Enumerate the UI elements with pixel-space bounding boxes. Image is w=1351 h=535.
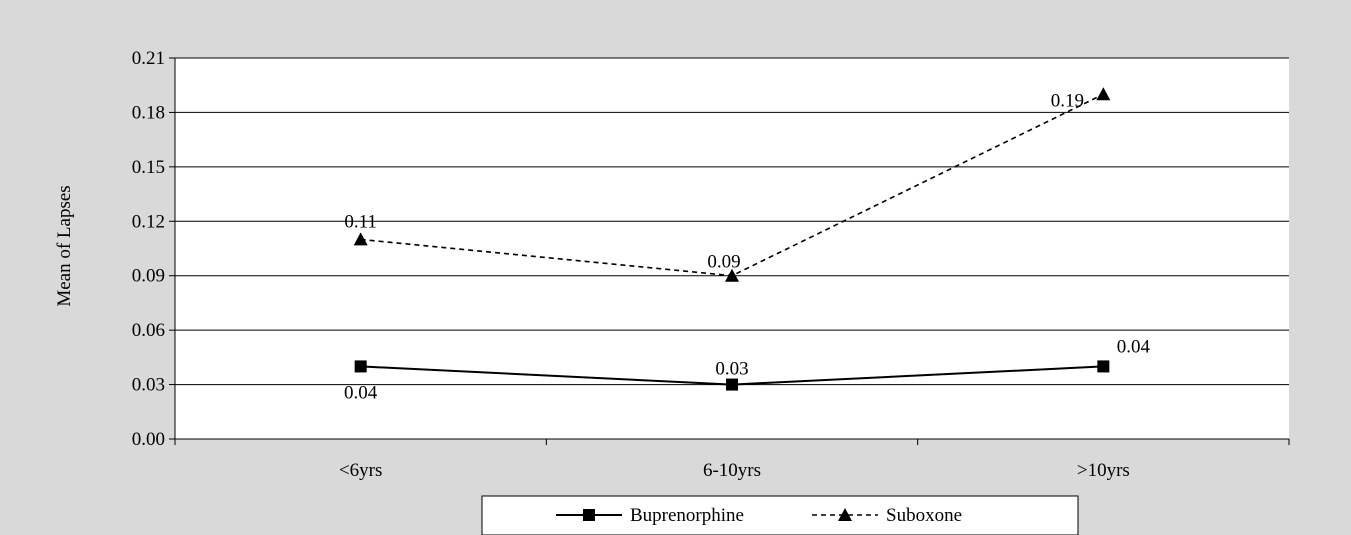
legend: Buprenorphine Suboxone [481,495,1079,535]
x-tick-label: 6-10yrs [703,460,761,481]
y-tick-label: 0.03 [132,375,165,396]
legend-label-suboxone: Suboxone [886,505,962,526]
legend-marker-buprenorphine [583,509,595,521]
data-point-suboxone [353,232,368,246]
y-tick-label: 0.06 [132,320,165,341]
data-label: 0.19 [1051,90,1084,111]
data-label: 0.03 [715,359,748,380]
y-tick-label: 0.00 [132,429,165,450]
plot-area [175,58,1289,439]
data-label: 0.11 [344,211,377,232]
axes: 0.00 0.03 0.06 0.09 0.12 0.15 0.18 0.21 <6yrs 6-1… [132,48,1290,481]
legend-label-buprenorphine: Buprenorphine [630,505,744,526]
y-tick-label: 0.09 [132,266,165,287]
data-point-suboxone [725,268,739,282]
data-point-buprenorphine [1097,360,1110,373]
y-tick-label: 0.12 [132,211,165,232]
data-point-buprenorphine [726,378,738,391]
y-axis-title: Mean of Lapses [54,185,75,306]
x-tick-label: >10yrs [1077,460,1130,481]
data-label: 0.04 [344,382,378,403]
y-tick-label: 0.21 [132,48,165,69]
data-labels: 0.04 0.03 0.04 0.11 0.09 0.19 [344,90,1150,403]
data-point-suboxone [1096,87,1111,101]
x-tick-label: <6yrs [339,460,382,481]
data-label: 0.04 [1117,336,1151,357]
legend-marker-suboxone [838,508,852,521]
y-tick-label: 0.15 [132,157,165,178]
series [353,87,1111,391]
data-label: 0.09 [707,252,740,273]
data-point-buprenorphine [354,360,367,373]
y-tick-label: 0.18 [132,102,165,123]
